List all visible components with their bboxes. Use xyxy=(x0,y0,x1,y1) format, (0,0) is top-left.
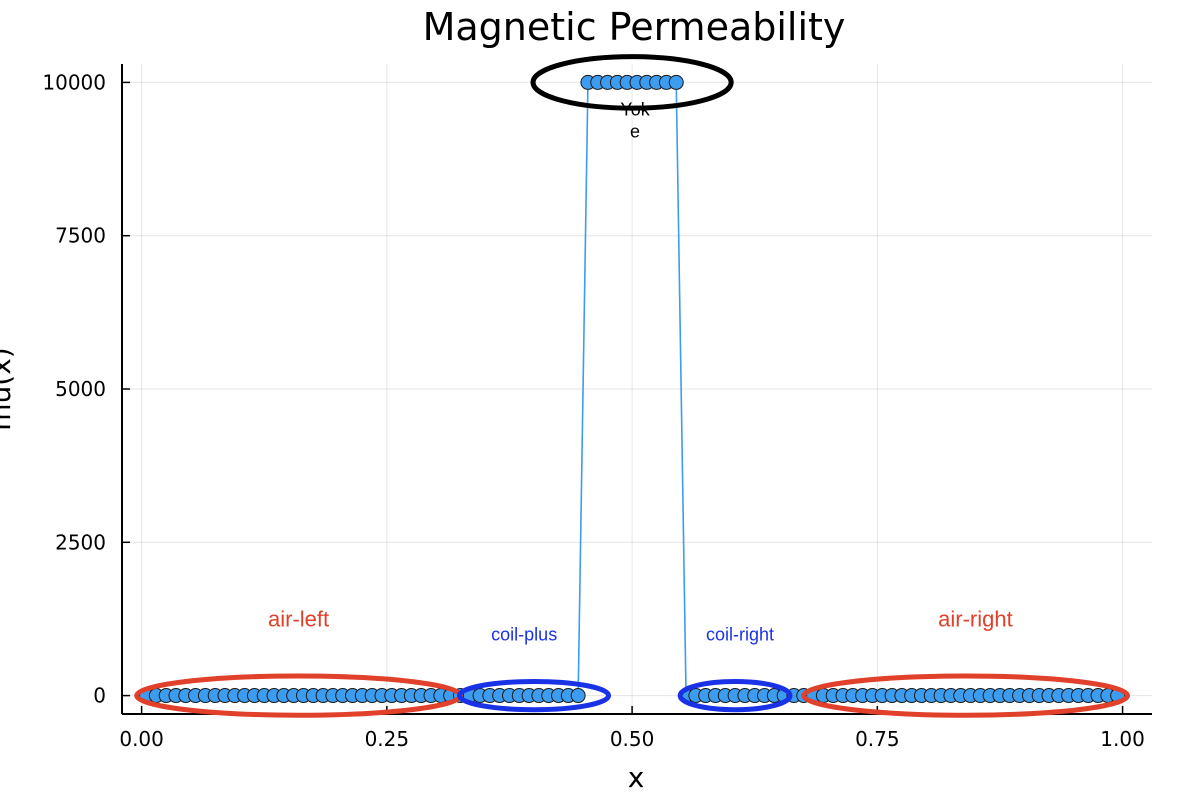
annotation-label: coil-plus xyxy=(491,624,557,644)
x-tick-label: 0.50 xyxy=(610,727,655,751)
y-tick-label: 5000 xyxy=(55,377,106,401)
annotation-label: air-left xyxy=(268,606,329,631)
annotation-ellipse xyxy=(801,673,1130,718)
chart-title: Magnetic Permeability xyxy=(423,5,846,49)
annotation-ellipse xyxy=(677,679,793,713)
data-point xyxy=(668,74,684,90)
x-tick-label: 1.00 xyxy=(1100,727,1145,751)
y-tick-label: 7500 xyxy=(55,224,106,248)
y-tick-label: 2500 xyxy=(55,530,106,554)
y-tick-label: 0 xyxy=(93,684,106,708)
data-point xyxy=(570,688,586,704)
x-tick-label: 0.25 xyxy=(365,727,410,751)
x-tick-label: 0.00 xyxy=(119,727,164,751)
y-tick-label: 10000 xyxy=(42,70,106,94)
annotation-label: Yok e xyxy=(620,100,650,142)
y-axis-title: mu(x) xyxy=(0,347,17,430)
annotation-label: coil-right xyxy=(706,624,774,644)
tick-labels: 0.00 0.25 0.50 0.75 1.00 0 2500 5000 7500 10000 xyxy=(42,70,1144,751)
annotations: Yok e air-left coil-plus coil-right air-right xyxy=(134,54,1130,718)
annotation-label: air-right xyxy=(938,606,1013,631)
x-axis-title: x xyxy=(628,761,645,794)
annotation-ellipse xyxy=(530,54,734,111)
annotation-ellipse xyxy=(456,679,612,713)
x-tick-label: 0.75 xyxy=(855,727,900,751)
